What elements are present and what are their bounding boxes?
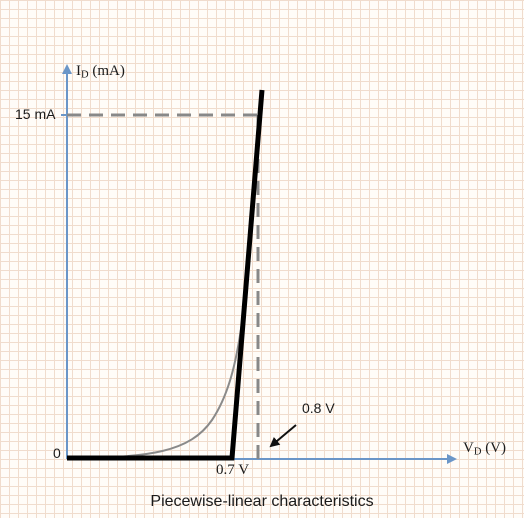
x-axis-label-main: V	[463, 440, 474, 456]
origin-label: 0	[53, 445, 61, 461]
y-axis-label-main: I	[76, 63, 81, 79]
y-axis-label-unit: (mA)	[92, 63, 125, 79]
y-axis-label: ID (mA)	[76, 63, 125, 81]
y-axis-label-subscript: D	[81, 69, 89, 81]
x-axis-label: VD (V)	[463, 440, 506, 458]
actual-diode-curve	[66, 321, 243, 459]
figure-caption: Piecewise-linear characteristics	[150, 493, 374, 510]
voltage-pointer-arrow	[269, 424, 297, 448]
current-marker-label: 15 mA	[15, 106, 56, 122]
threshold-voltage-label: 0.7 V	[216, 462, 250, 478]
x-axis-label-unit: (V)	[485, 440, 507, 456]
operating-voltage-label: 0.8 V	[302, 400, 335, 416]
x-axis-label-subscript: D	[473, 446, 482, 458]
piecewise-linear-characteristic	[67, 89, 265, 461]
